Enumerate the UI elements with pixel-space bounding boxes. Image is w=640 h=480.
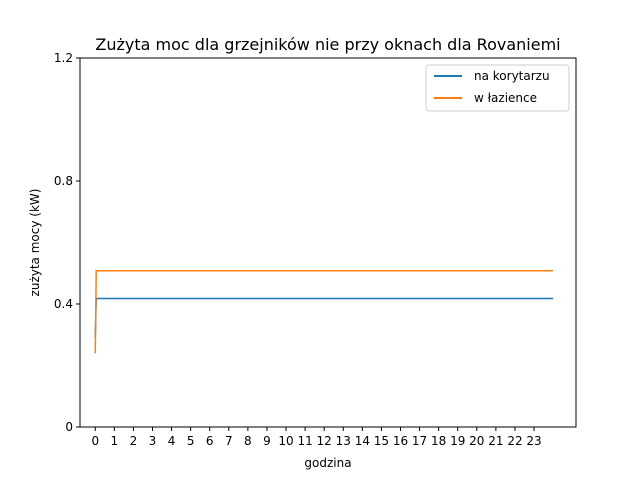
x-tick-label: 4 bbox=[168, 434, 176, 448]
x-tick-label: 5 bbox=[187, 434, 195, 448]
legend-label: na korytarzu bbox=[474, 69, 550, 83]
x-tick-label: 17 bbox=[412, 434, 427, 448]
y-axis: 0 0.4 0.8 1.2 bbox=[54, 51, 80, 434]
x-tick-label: 18 bbox=[431, 434, 446, 448]
x-tick-label: 13 bbox=[336, 434, 351, 448]
chart-title: Zużyta moc dla grzejników nie przy oknac… bbox=[95, 35, 560, 54]
y-axis-label: zużyta mocy (kW) bbox=[28, 189, 42, 297]
x-tick-label: 23 bbox=[526, 434, 541, 448]
plot-area bbox=[94, 270, 554, 354]
y-tick-label: 0.4 bbox=[54, 297, 73, 311]
x-tick-label: 11 bbox=[297, 434, 312, 448]
x-tick-label: 6 bbox=[206, 434, 214, 448]
x-tick-label: 12 bbox=[317, 434, 332, 448]
series-line-1 bbox=[94, 270, 554, 354]
x-tick-label: 14 bbox=[355, 434, 370, 448]
legend: na korytarzu w łazience bbox=[425, 64, 570, 112]
x-tick-label: 9 bbox=[263, 434, 271, 448]
x-tick-label: 20 bbox=[469, 434, 484, 448]
x-tick-label: 22 bbox=[507, 434, 522, 448]
legend-label: w łazience bbox=[474, 91, 537, 105]
x-tick-label: 0 bbox=[91, 434, 99, 448]
x-tick-label: 3 bbox=[149, 434, 157, 448]
y-tick-label: 0.8 bbox=[54, 174, 73, 188]
x-tick-label: 10 bbox=[278, 434, 293, 448]
x-tick-label: 21 bbox=[488, 434, 503, 448]
x-tick-label: 15 bbox=[374, 434, 389, 448]
series-line-0 bbox=[94, 297, 554, 338]
y-tick-label: 1.2 bbox=[54, 51, 73, 65]
plot-frame bbox=[79, 57, 577, 428]
x-tick-label: 1 bbox=[111, 434, 119, 448]
x-tick-label: 7 bbox=[225, 434, 233, 448]
x-tick-label: 8 bbox=[244, 434, 252, 448]
x-axis-label: godzina bbox=[304, 456, 351, 470]
x-tick-label: 16 bbox=[393, 434, 408, 448]
x-axis: 0 1 2 3 4 5 6 7 8 9 10 11 12 13 14 15 16 17 18 19 20 21 22 23 bbox=[91, 427, 542, 448]
y-tick-label: 0 bbox=[65, 420, 73, 434]
x-tick-label: 19 bbox=[450, 434, 465, 448]
x-tick-label: 2 bbox=[130, 434, 138, 448]
